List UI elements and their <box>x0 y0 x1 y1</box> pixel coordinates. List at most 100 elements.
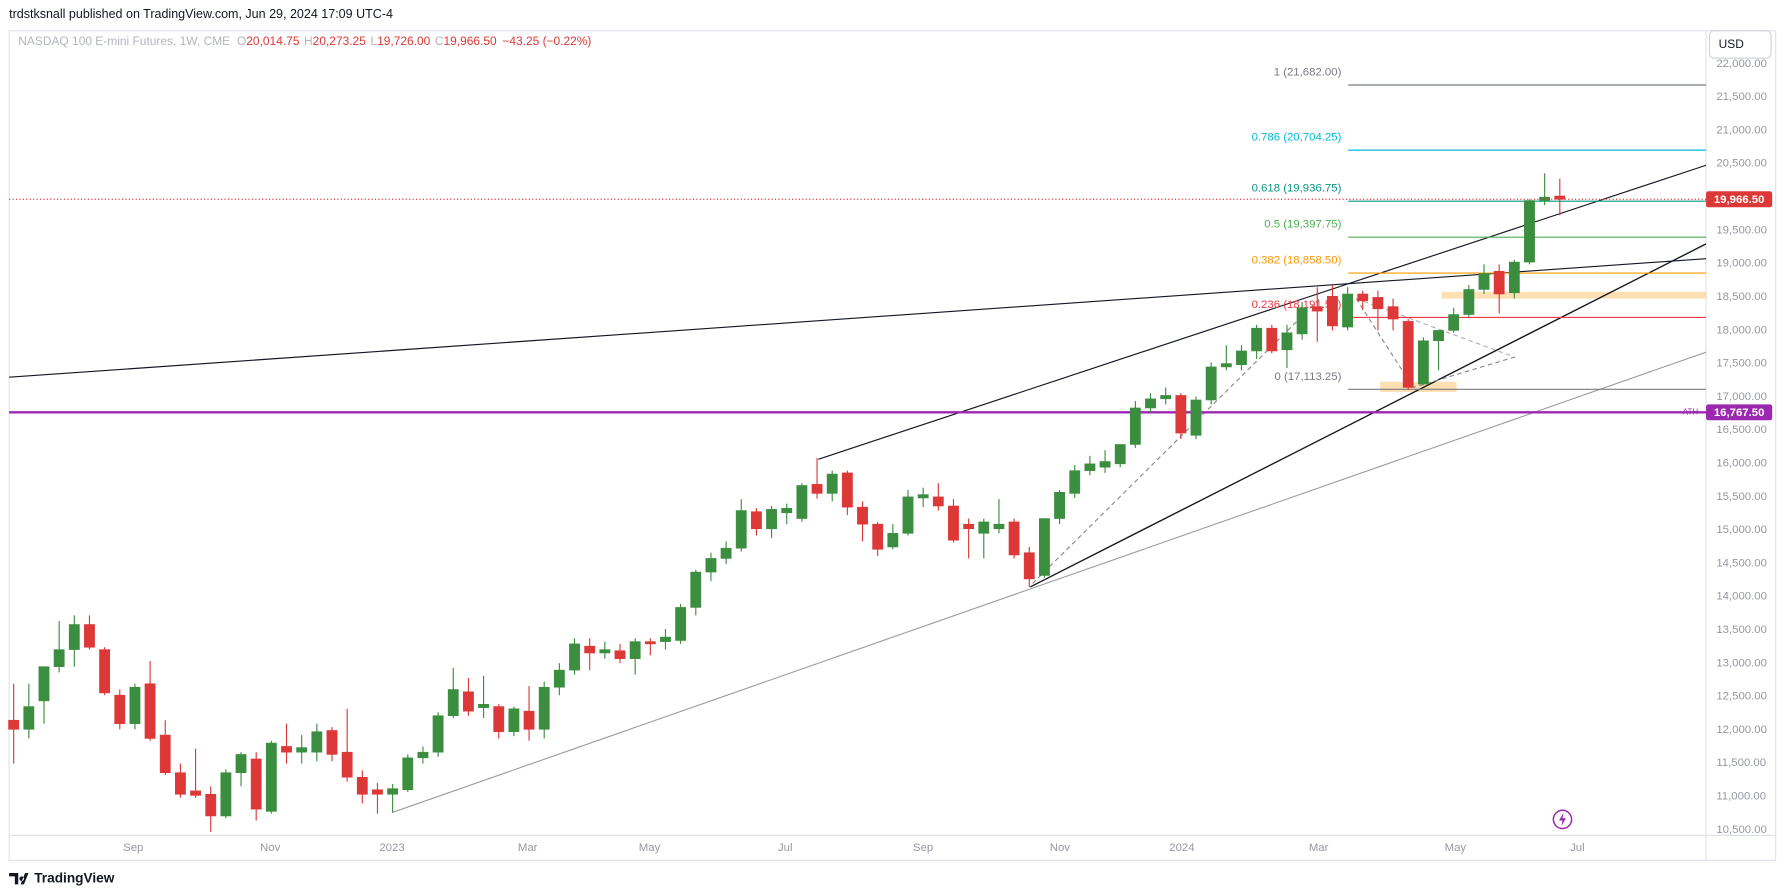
candle-body <box>99 649 111 694</box>
candle-body <box>1448 314 1460 331</box>
candle-body <box>311 731 323 753</box>
candle-body <box>174 772 186 795</box>
fib-label: 0.618 (19,936.75) <box>1252 183 1342 195</box>
candle-body <box>1554 195 1566 200</box>
y-tick-label: 16,000.00 <box>1716 457 1767 469</box>
x-tick-label: Jul <box>778 842 793 854</box>
candle-body <box>978 521 990 534</box>
candle-body <box>538 686 550 730</box>
currency[interactable]: USD <box>1719 37 1745 51</box>
candle-body <box>826 473 838 494</box>
candle-body <box>1190 399 1202 436</box>
candle-body <box>1342 293 1354 328</box>
candle-body <box>1387 306 1399 320</box>
candle-body <box>144 683 156 739</box>
ohlc-label: L <box>370 34 377 48</box>
last-price-label: 19,966.50 <box>1714 194 1765 206</box>
candle-body <box>599 649 611 654</box>
ohlc-label: O <box>237 34 246 48</box>
candle-body <box>205 793 217 817</box>
candle-body <box>417 751 429 759</box>
candle-body <box>1251 327 1263 352</box>
candle-body <box>1311 306 1323 312</box>
logo-mark <box>9 872 29 885</box>
publisher: trdstksnall published on TradingView.com… <box>9 7 393 21</box>
candle-body <box>68 624 80 650</box>
brand: TradingView <box>34 870 115 885</box>
candle-body <box>1023 552 1035 580</box>
candle-body <box>584 645 596 654</box>
candle-body <box>190 790 201 796</box>
trendline <box>818 164 1707 460</box>
candle-body <box>23 706 35 730</box>
x-tick-label: 2024 <box>1169 842 1194 854</box>
candle-body <box>1357 293 1369 302</box>
candle-body <box>265 742 277 812</box>
candle-body <box>341 751 353 778</box>
candle-body <box>1508 261 1520 294</box>
y-tick-label: 11,000.00 <box>1716 790 1766 802</box>
candle-body <box>387 788 399 795</box>
y-tick-label: 13,000.00 <box>1716 657 1767 669</box>
candle-body <box>1175 395 1187 434</box>
candle-body <box>114 694 126 724</box>
candle-body <box>948 505 959 541</box>
x-tick-label: 2023 <box>379 842 404 854</box>
y-tick-label: 18,000.00 <box>1716 324 1767 336</box>
candle-body <box>629 641 641 659</box>
y-tick-label: 22,000.00 <box>1716 58 1767 70</box>
candle-body <box>463 691 474 712</box>
change: −43.25 (−0.22%) <box>502 34 591 48</box>
y-tick-label: 15,500.00 <box>1716 491 1767 503</box>
currency-button[interactable] <box>1708 30 1772 59</box>
events-icon-bolt <box>1559 812 1566 827</box>
fib-label: 0.382 (18,858.50) <box>1252 255 1342 267</box>
y-tick-label: 17,000.00 <box>1716 391 1767 403</box>
ath-label: ATH <box>1683 407 1699 416</box>
candle-body <box>675 607 687 641</box>
y-tick-label: 21,500.00 <box>1716 91 1767 103</box>
y-tick-label: 16,500.00 <box>1716 424 1767 436</box>
candle-body <box>644 641 656 645</box>
events-icon[interactable] <box>1552 809 1573 830</box>
x-tick-label: May <box>1445 842 1467 854</box>
candle-body <box>705 558 717 573</box>
candle-body <box>1114 444 1126 465</box>
candle-body <box>1433 330 1444 342</box>
candle-body <box>129 686 141 724</box>
candle-body <box>690 571 702 608</box>
x-tick-label: May <box>639 842 661 854</box>
candle-body <box>1372 297 1384 310</box>
candle-body <box>1524 200 1535 263</box>
candle-body <box>326 730 338 755</box>
symbol-legend: NASDAQ 100 E-mini Futures, 1W, CME O20,01… <box>18 34 591 48</box>
y-tick-label: 12,500.00 <box>1716 691 1767 703</box>
y-tick-label: 14,000.00 <box>1716 591 1767 603</box>
fib-label: 0.5 (19,397.75) <box>1264 219 1341 231</box>
candle-body <box>523 710 535 730</box>
candle-body <box>1084 463 1096 471</box>
candle-body <box>38 666 50 702</box>
ohlc-value: 19,966.50 <box>443 34 497 48</box>
y-tick-label: 20,500.00 <box>1716 158 1767 170</box>
x-tick-label: Nov <box>260 842 281 854</box>
candle-body <box>1099 461 1111 468</box>
fib-label: 0 (17,113.25) <box>1275 371 1342 383</box>
trendline <box>9 258 1707 378</box>
candle-body <box>220 772 232 817</box>
candle-body <box>1039 518 1050 576</box>
candle-body <box>751 511 762 530</box>
candle-body <box>569 643 580 671</box>
last-price-box <box>1706 191 1773 208</box>
candle-body <box>781 507 793 514</box>
y-tick-label: 19,000.00 <box>1716 258 1767 270</box>
y-tick-label: 19,500.00 <box>1716 224 1767 236</box>
candle-body <box>402 757 414 791</box>
candle-body <box>432 715 444 753</box>
candle-body <box>281 746 292 753</box>
candle-body <box>963 523 975 530</box>
x-tick-label: Sep <box>123 842 143 854</box>
candle-body <box>993 523 1005 530</box>
